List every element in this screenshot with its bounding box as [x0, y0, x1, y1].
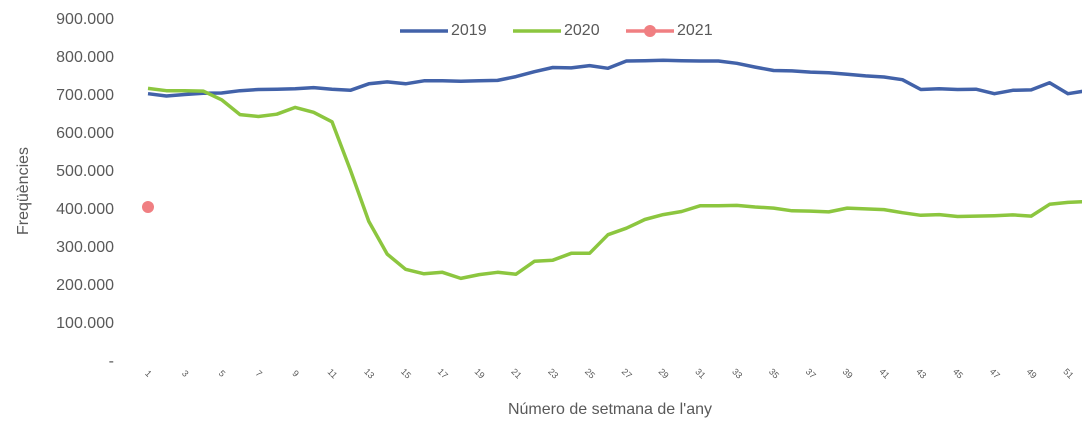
x-tick-label: 43: [914, 366, 928, 380]
y-tick-label: -: [109, 353, 114, 370]
legend-label: 2019: [451, 22, 487, 39]
x-tick-label: 3: [180, 368, 191, 379]
legend-marker: [644, 25, 656, 37]
y-tick-label: 800.000: [56, 49, 114, 66]
x-tick-label: 17: [436, 366, 450, 380]
x-axis-label: Número de setmana de l'any: [508, 401, 712, 418]
x-tick-label: 1: [143, 368, 154, 379]
y-tick-label: 700.000: [56, 87, 114, 104]
x-tick-label: 39: [841, 366, 855, 380]
series-marker: [142, 200, 154, 213]
x-tick-label: 47: [988, 366, 1002, 380]
plot-area: [142, 58, 1082, 281]
x-tick-label: 23: [546, 366, 560, 380]
x-tick-label: 13: [362, 366, 376, 380]
x-tick-label: 41: [877, 366, 891, 380]
x-tick-label: 11: [326, 367, 340, 381]
series-line: [147, 58, 1082, 98]
y-tick-label: 500.000: [56, 163, 114, 180]
x-tick-label: 9: [290, 368, 301, 379]
x-tick-label: 33: [730, 366, 744, 380]
x-tick-label: 27: [620, 366, 634, 380]
x-tick-label: 19: [473, 366, 487, 380]
x-tick-label: 7: [254, 368, 265, 379]
x-tick-label: 51: [1061, 366, 1075, 380]
x-tick-label: 29: [657, 366, 671, 380]
x-tick-label: 45: [951, 366, 965, 380]
x-tick-label: 5: [217, 368, 228, 379]
x-tick-label: 37: [804, 366, 818, 380]
y-tick-label: 400.000: [56, 201, 114, 218]
x-tick-label: 49: [1025, 366, 1039, 380]
y-tick-label: 300.000: [56, 239, 114, 256]
y-tick-label: 100.000: [56, 315, 114, 332]
y-axis-label: Freqüències: [15, 147, 32, 235]
x-tick-label: 21: [509, 366, 523, 380]
legend-label: 2020: [564, 22, 600, 39]
y-tick-label: 600.000: [56, 125, 114, 142]
x-tick-label: 31: [693, 366, 707, 380]
series-line: [147, 86, 1082, 281]
y-tick-label: 200.000: [56, 277, 114, 294]
x-tick-label: 15: [399, 366, 413, 380]
x-tick-label: 35: [767, 366, 781, 380]
legend-label: 2021: [677, 22, 713, 39]
y-tick-label: 900.000: [56, 11, 114, 28]
x-tick-label: 25: [583, 366, 597, 380]
